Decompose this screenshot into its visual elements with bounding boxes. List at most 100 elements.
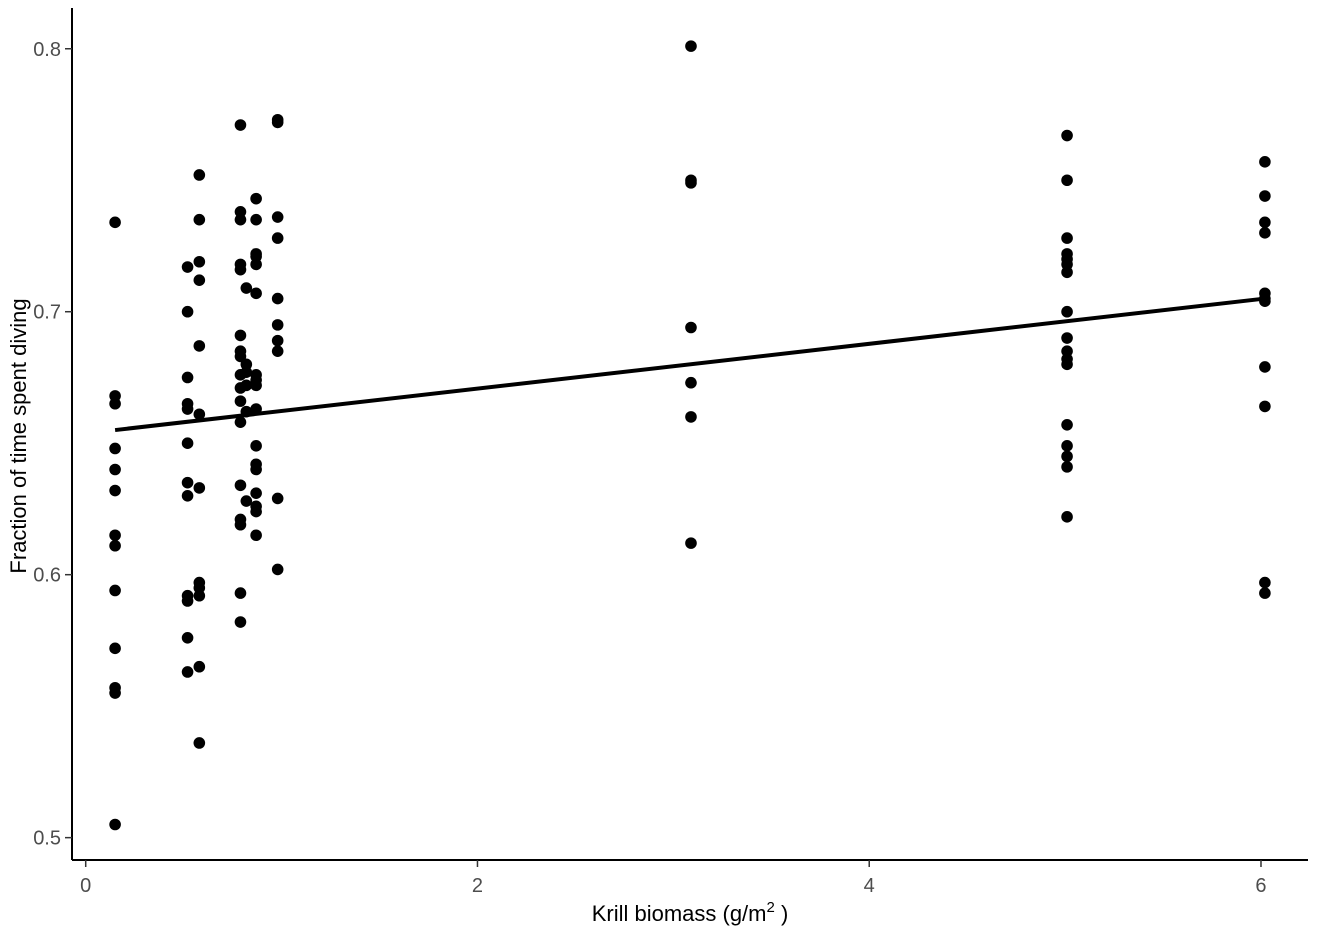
data-point: [193, 589, 206, 602]
x-axis: 0 2 4 6: [72, 859, 1308, 897]
data-point: [685, 177, 697, 189]
data-point: [250, 463, 262, 476]
data-point: [181, 631, 194, 644]
x-tick-label: 2: [472, 875, 483, 897]
data-point: [250, 258, 262, 271]
data-point: [250, 487, 262, 499]
data-point: [234, 395, 247, 407]
fit-line: [114, 296, 1266, 433]
data-point: [1061, 266, 1073, 279]
data-point: [685, 40, 697, 52]
y-tick-label: 0.7: [33, 302, 61, 324]
data-point: [685, 537, 697, 549]
data-point: [181, 305, 194, 318]
data-point: [271, 211, 284, 223]
data-point: [250, 287, 262, 300]
data-point: [181, 489, 194, 502]
data-point: [1259, 156, 1271, 168]
data-point: [271, 292, 284, 305]
data-point: [234, 119, 247, 131]
data-point: [271, 492, 284, 505]
data-point: [1061, 418, 1073, 431]
y-axis: 0.5 0.6 0.7 0.8: [33, 8, 73, 860]
data-point: [271, 563, 284, 576]
data-point: [234, 479, 247, 492]
data-point: [109, 818, 121, 831]
data-point: [1061, 174, 1073, 187]
data-point: [109, 529, 121, 542]
y-tick-label: 0.6: [33, 565, 61, 587]
data-point: [181, 403, 194, 415]
data-point: [181, 437, 194, 450]
data-point: [181, 261, 194, 273]
data-point: [271, 116, 284, 129]
data-point: [181, 371, 194, 384]
data-point: [193, 340, 206, 352]
data-point: [181, 476, 194, 489]
y-tick-label: 0.5: [33, 828, 61, 850]
data-point: [109, 687, 121, 699]
data-point: [1061, 305, 1073, 318]
data-point: [234, 616, 247, 628]
data-point: [181, 666, 194, 678]
data-point: [1061, 450, 1073, 463]
data-point: [240, 282, 253, 294]
data-point: [1259, 190, 1271, 202]
data-point: [109, 397, 121, 410]
data-point: [250, 192, 262, 205]
fit-line-layer: [114, 296, 1266, 433]
data-point: [250, 440, 262, 452]
data-point: [685, 376, 697, 389]
data-point: [109, 539, 121, 552]
data-point: [234, 587, 247, 599]
data-point: [1061, 358, 1073, 371]
x-tick-label: 0: [80, 875, 91, 897]
data-point: [1259, 576, 1271, 589]
data-point: [1259, 216, 1271, 229]
data-point: [250, 529, 262, 542]
data-point: [193, 169, 206, 181]
x-axis-title-suffix: ): [775, 901, 788, 926]
data-point: [250, 379, 262, 392]
data-point: [271, 319, 284, 331]
y-tick-label: 0.8: [33, 39, 61, 61]
data-point: [193, 482, 206, 494]
data-point: [1259, 400, 1271, 413]
data-point: [193, 408, 206, 421]
data-point: [685, 411, 697, 423]
data-point: [109, 484, 121, 497]
data-point: [234, 329, 247, 342]
data-point: [109, 584, 121, 597]
data-point: [1061, 440, 1073, 452]
data-point: [1061, 511, 1073, 523]
data-point: [181, 595, 194, 607]
data-point: [193, 660, 206, 673]
data-point: [685, 321, 697, 334]
x-tick-label: 6: [1255, 875, 1266, 897]
data-point: [1259, 587, 1271, 599]
data-point: [193, 274, 206, 286]
data-point: [240, 366, 253, 379]
data-point: [250, 213, 262, 226]
data-point: [109, 642, 121, 655]
data-point: [193, 213, 206, 226]
data-point: [1061, 129, 1073, 142]
x-axis-title: Krill biomass (g/m2 ): [592, 899, 789, 926]
data-point: [234, 263, 247, 276]
data-point: [234, 518, 247, 531]
data-point: [1061, 332, 1073, 344]
data-point: [240, 495, 253, 507]
y-axis-title: Fraction of time spent diving: [6, 298, 31, 573]
data-point: [1061, 461, 1073, 473]
data-point: [1259, 227, 1271, 239]
data-point: [271, 334, 284, 347]
x-axis-title-superscript: 2: [767, 899, 775, 916]
data-point: [193, 737, 206, 749]
data-point: [234, 416, 247, 428]
data-point: [1061, 232, 1073, 244]
data-point: [234, 350, 247, 363]
x-tick-label: 4: [864, 875, 875, 897]
data-point: [193, 255, 206, 268]
x-axis-title-main: Krill biomass (g/m: [592, 901, 767, 926]
